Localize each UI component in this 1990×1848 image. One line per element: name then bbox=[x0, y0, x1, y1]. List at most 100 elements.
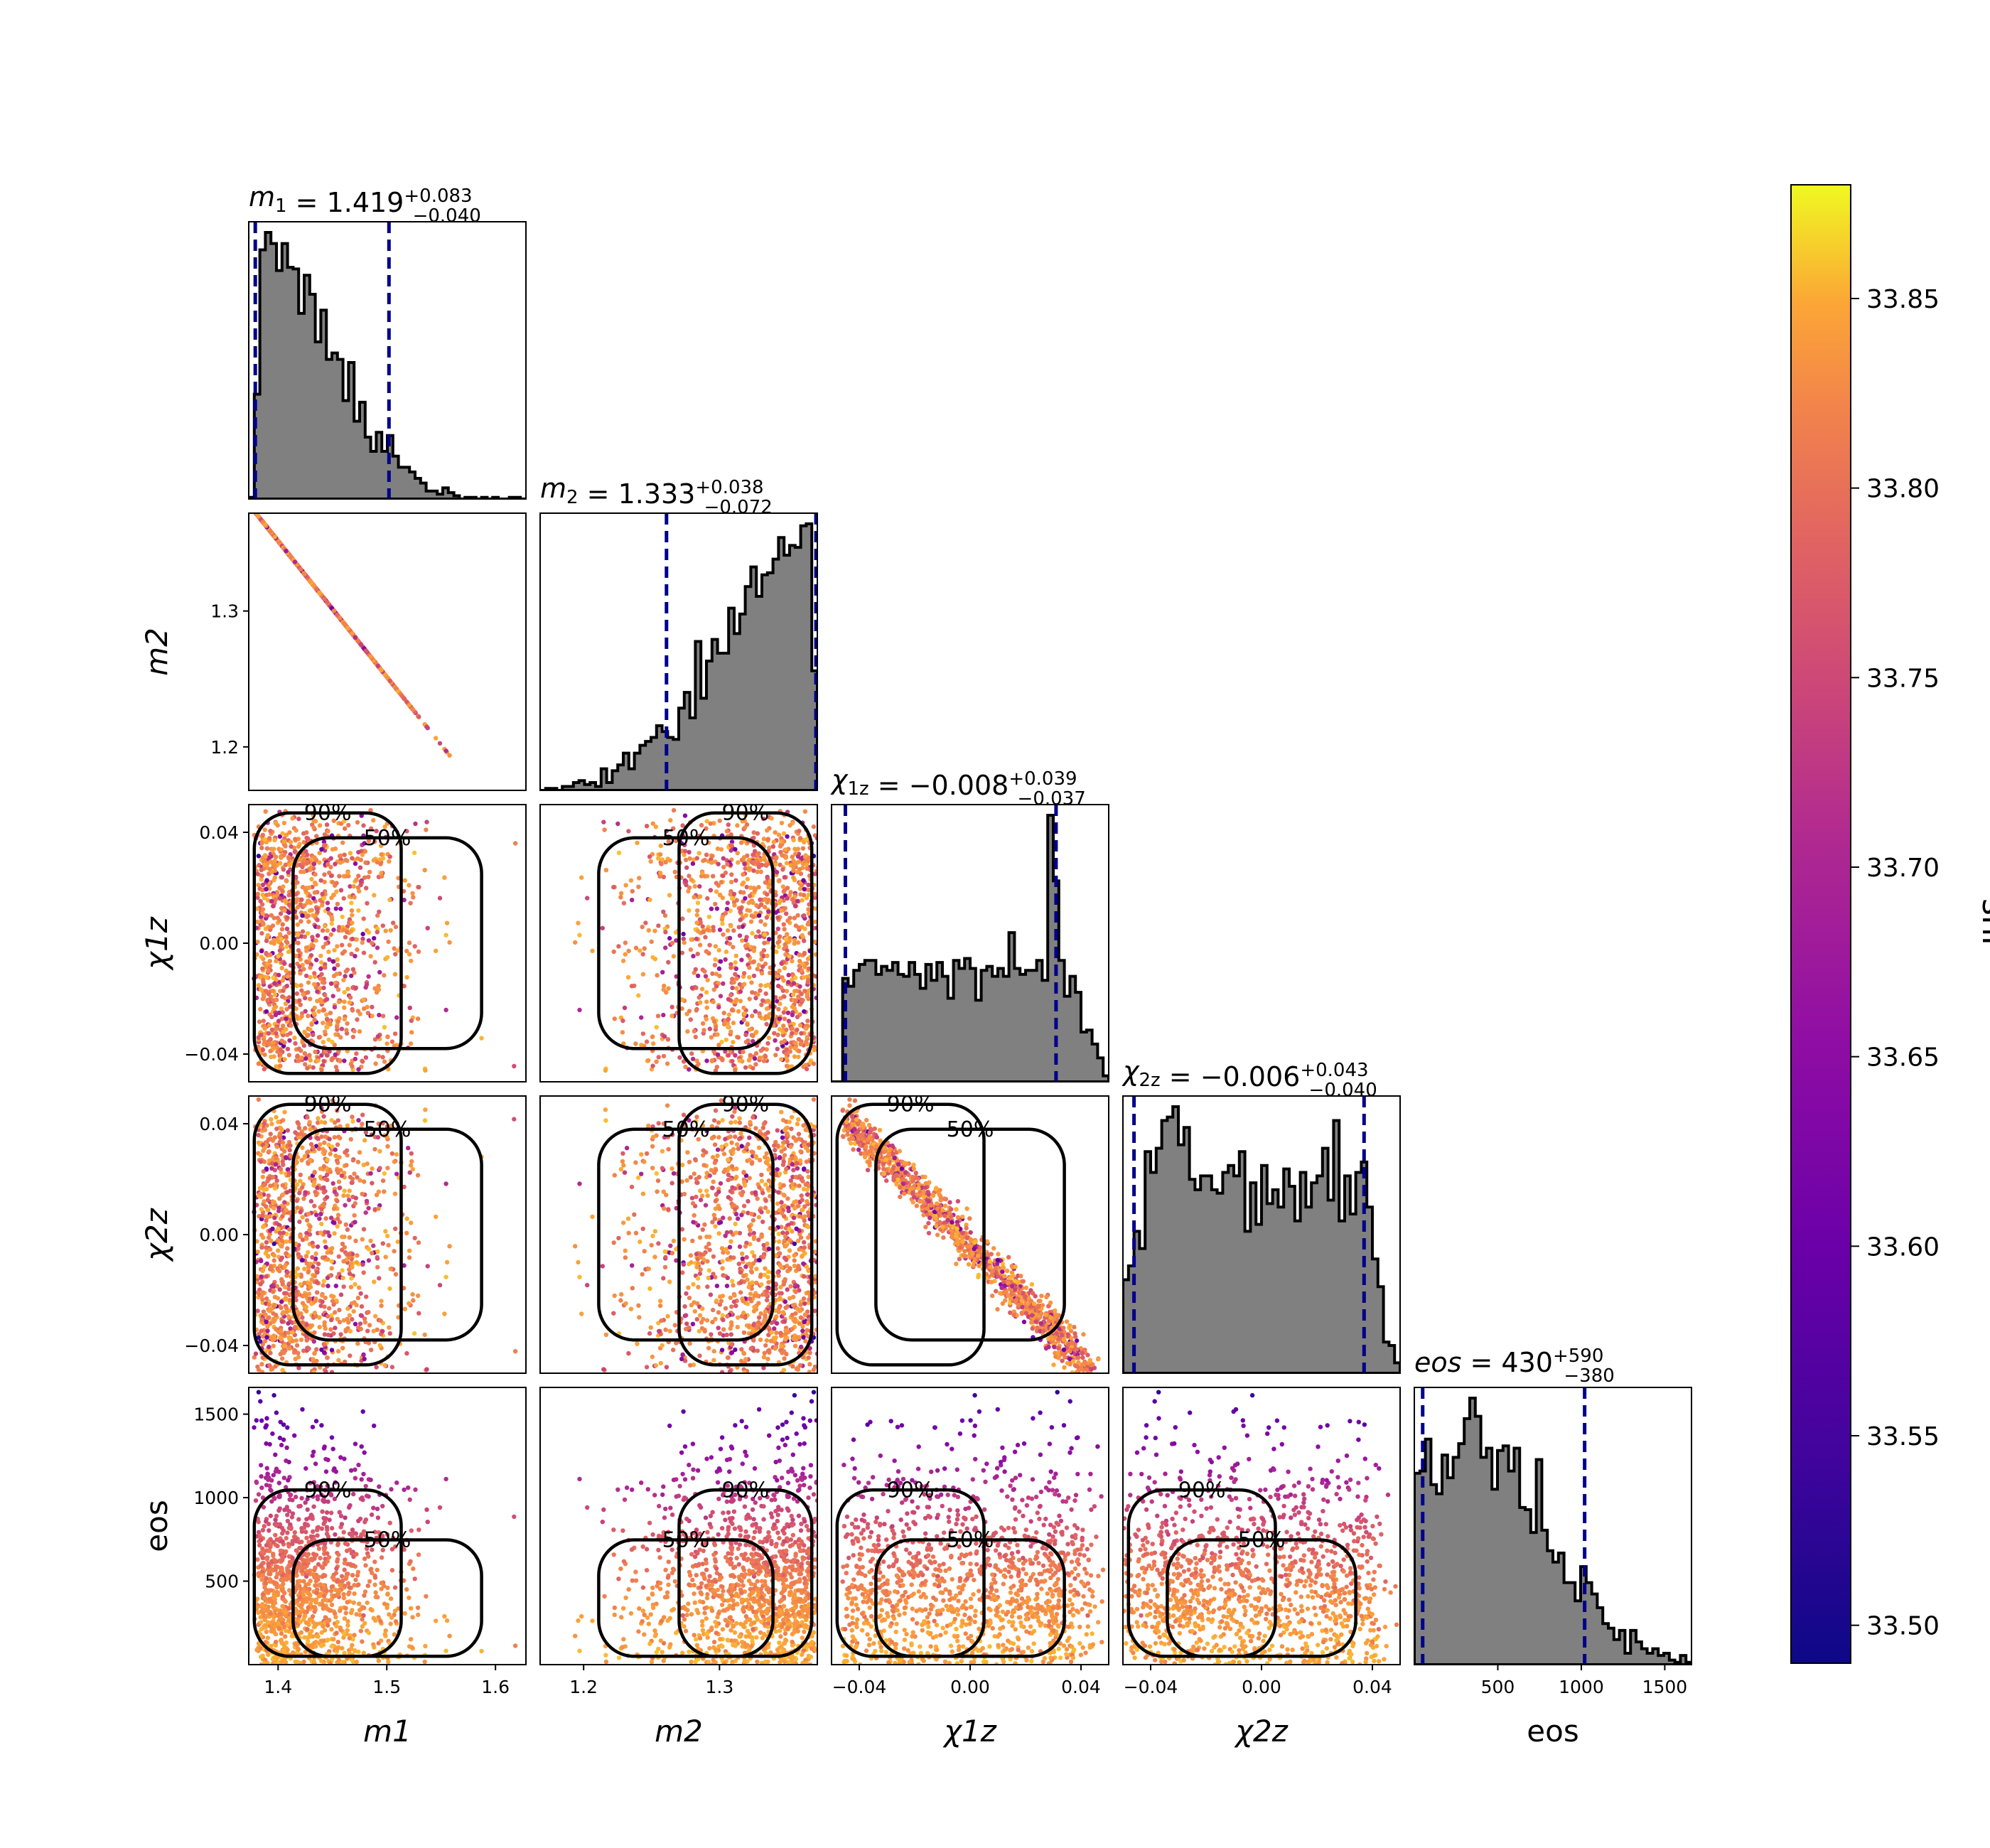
scatter-point bbox=[317, 823, 323, 828]
scatter-point bbox=[376, 983, 381, 989]
scatter-point bbox=[690, 1056, 696, 1062]
scatter-point bbox=[279, 927, 285, 932]
scatter-point bbox=[341, 1193, 346, 1198]
scatter-point bbox=[302, 1051, 307, 1056]
scatter-point bbox=[377, 1166, 382, 1171]
scatter-point bbox=[256, 1335, 262, 1340]
scatter-point bbox=[269, 1238, 274, 1243]
scatter-point bbox=[684, 879, 689, 884]
scatter-point bbox=[337, 1319, 343, 1325]
scatter-point bbox=[283, 1331, 288, 1336]
scatter-point bbox=[370, 940, 375, 945]
scatter-point bbox=[766, 1036, 772, 1041]
scatter-point bbox=[346, 822, 351, 828]
scatter-point bbox=[278, 911, 284, 916]
scatter-point bbox=[423, 1107, 428, 1112]
scatter-point bbox=[777, 1016, 782, 1021]
scatter-point bbox=[387, 854, 392, 859]
scatter-point bbox=[703, 974, 709, 979]
scatter-point bbox=[293, 1130, 298, 1135]
scatter-point bbox=[773, 893, 778, 898]
scatter-point bbox=[316, 1137, 321, 1141]
scatter-point bbox=[727, 935, 733, 940]
scatter-point bbox=[272, 864, 278, 869]
scatter-point bbox=[321, 1164, 327, 1169]
histogram-m2 bbox=[540, 522, 817, 790]
scatter-point bbox=[347, 1271, 353, 1277]
scatter-point bbox=[269, 898, 274, 903]
scatter-point bbox=[322, 1320, 327, 1325]
scatter-point bbox=[447, 940, 452, 945]
scatter-point bbox=[512, 1117, 517, 1122]
scatter-point bbox=[442, 1311, 447, 1316]
scatter-point bbox=[319, 1109, 325, 1114]
scatter-point bbox=[269, 869, 274, 875]
scatter-point bbox=[311, 896, 316, 901]
scatter-point bbox=[274, 959, 279, 964]
scatter-point bbox=[277, 1196, 282, 1201]
scatter-point bbox=[748, 1053, 753, 1058]
scatter-point bbox=[271, 1205, 276, 1211]
scatter-point bbox=[284, 984, 289, 989]
scatter-point bbox=[296, 816, 301, 822]
scatter-point bbox=[294, 828, 298, 833]
scatter-point bbox=[344, 1163, 349, 1168]
scatter-point bbox=[802, 938, 807, 943]
scatter-point bbox=[361, 1227, 367, 1232]
scatter-point bbox=[326, 861, 330, 867]
scatter-point bbox=[331, 1294, 336, 1299]
scatter-point bbox=[661, 987, 666, 992]
scatter-point bbox=[758, 919, 763, 924]
scatter-point bbox=[350, 920, 355, 925]
scatter-point bbox=[661, 909, 666, 914]
scatter-point bbox=[739, 985, 744, 990]
scatter-point bbox=[773, 1053, 778, 1058]
scatter-point bbox=[362, 1316, 367, 1321]
scatter-point bbox=[404, 829, 409, 834]
scatter-point bbox=[422, 868, 427, 873]
scatter-point bbox=[694, 1008, 699, 1013]
scatter-point bbox=[744, 935, 749, 940]
scatter-point bbox=[408, 1163, 414, 1168]
scatter-point bbox=[366, 1205, 371, 1210]
scatter-point bbox=[747, 974, 752, 980]
scatter-point bbox=[278, 1257, 284, 1262]
scatter-point bbox=[759, 1002, 764, 1007]
scatter-point bbox=[294, 794, 298, 798]
scatter-point bbox=[283, 768, 287, 773]
scatter-point bbox=[797, 1023, 803, 1028]
scatter-point bbox=[696, 929, 701, 934]
scatter-point bbox=[663, 945, 668, 950]
scatter-point bbox=[738, 840, 744, 845]
scatter-point bbox=[763, 961, 768, 967]
scatter-point bbox=[259, 877, 264, 882]
scatter-point bbox=[280, 978, 285, 983]
scatter-point bbox=[512, 1349, 518, 1354]
scatter-point bbox=[274, 854, 279, 859]
scatter-point bbox=[292, 1036, 297, 1041]
scatter-point bbox=[479, 1036, 484, 1041]
scatter-point bbox=[753, 1030, 758, 1036]
scatter-point bbox=[258, 1032, 264, 1038]
scatter-point bbox=[669, 1014, 674, 1019]
scatter-point bbox=[262, 1039, 267, 1044]
scatter-point bbox=[348, 1137, 353, 1142]
scatter-point bbox=[350, 631, 355, 636]
scatter-point bbox=[763, 991, 768, 996]
scatter-point bbox=[265, 1198, 271, 1203]
scatter-point bbox=[298, 902, 303, 907]
scatter-point bbox=[263, 989, 269, 994]
scatter-point bbox=[804, 896, 810, 901]
scatter-point bbox=[761, 1058, 767, 1063]
scatter-point bbox=[603, 1068, 608, 1073]
scatter-point bbox=[321, 985, 326, 991]
scatter-point bbox=[322, 1120, 328, 1125]
scatter-point bbox=[322, 879, 327, 885]
scatter-point bbox=[259, 948, 264, 954]
scatter-point bbox=[790, 1031, 795, 1036]
scatter-point bbox=[687, 885, 692, 890]
scatter-point bbox=[707, 1026, 712, 1031]
scatter-point bbox=[268, 529, 273, 534]
scatter-point bbox=[313, 1379, 318, 1383]
